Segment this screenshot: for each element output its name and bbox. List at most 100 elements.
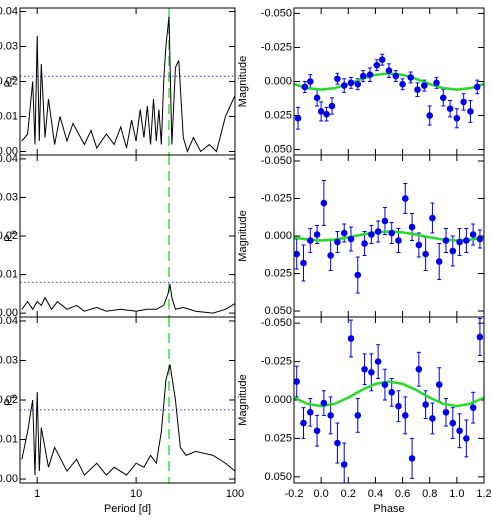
x-tick-label: 0.4: [368, 488, 383, 500]
data-point: [366, 71, 374, 78]
plot-area: [294, 53, 484, 130]
data-point: [323, 110, 330, 118]
y-tick-label: 0.050: [264, 143, 292, 155]
y-axis-label-text: P: [3, 80, 15, 87]
data-point: [313, 231, 321, 238]
data-point: [317, 108, 325, 115]
y-tick-label: 0.00: [0, 145, 18, 157]
y-tick-label: 0.01: [0, 433, 18, 445]
y-tick-label: 0.00: [0, 473, 18, 485]
x-tick-label: 0.6: [395, 488, 410, 500]
data-point: [334, 439, 341, 447]
y-tick-label: -0.050: [261, 7, 292, 19]
panel-frame: [19, 154, 236, 318]
data-point: [320, 399, 328, 407]
data-point: [340, 461, 348, 468]
y-tick-label: 0.025: [264, 109, 292, 121]
y-axis-label-text: Magnitude: [237, 210, 249, 261]
data-point: [456, 238, 463, 246]
data-point: [426, 112, 434, 119]
data-point: [395, 237, 402, 244]
data-point: [334, 238, 341, 246]
y-tick-label: 0.00: [0, 307, 18, 319]
data-point: [381, 217, 389, 225]
data-point: [313, 427, 321, 435]
x-tick-label: 0.0: [313, 488, 328, 500]
data-point: [422, 401, 429, 408]
panel-frame: [19, 7, 236, 156]
plot-area: [294, 318, 484, 483]
data-point: [476, 235, 484, 243]
data-point: [442, 408, 450, 416]
data-point: [433, 79, 440, 87]
data-point: [328, 102, 336, 110]
panel-frame: [293, 154, 485, 318]
panel-frame: [293, 316, 485, 484]
data-point: [300, 419, 307, 427]
data-point: [476, 333, 484, 341]
x-tick-label: 10: [130, 488, 142, 500]
y-axis-label: Magnitude: [237, 210, 249, 261]
y-tick-label: 0.01: [0, 110, 18, 122]
y-axis-label: Pn: [3, 230, 18, 242]
data-point: [456, 427, 463, 435]
x-tick-label: 1.2: [476, 488, 491, 500]
data-point: [327, 252, 334, 259]
y-tick-label: 0.03: [0, 354, 18, 366]
data-point: [294, 114, 302, 122]
y-axis-label-subscript: n: [9, 230, 18, 234]
y-axis-label-text: Magnitude: [237, 374, 249, 425]
data-point: [442, 237, 450, 244]
y-axis-label: Pn: [3, 394, 18, 406]
periodogram-curve: [21, 16, 235, 153]
x-tick-label: -0.2: [285, 488, 304, 500]
y-tick-label: 0.02: [0, 394, 18, 406]
y-tick-label: -0.050: [261, 317, 292, 329]
data-point: [408, 455, 416, 462]
y-tick-label: 0.050: [264, 305, 292, 317]
data-point: [368, 369, 375, 376]
data-point: [388, 389, 396, 396]
y-axis-label: Magnitude: [237, 56, 249, 107]
panel-frame: [293, 7, 485, 156]
plot-area: [20, 155, 235, 317]
data-point: [354, 80, 362, 88]
data-point: [347, 235, 355, 243]
data-point: [435, 258, 443, 265]
data-point: [395, 402, 402, 410]
y-tick-label: -0.025: [261, 192, 292, 204]
data-point: [320, 199, 328, 207]
data-point: [463, 237, 470, 244]
data-point: [300, 259, 307, 267]
data-point: [294, 250, 301, 258]
data-point: [420, 82, 428, 89]
x-tick-label: 1: [34, 488, 40, 500]
x-tick-label: 0.8: [422, 488, 437, 500]
data-point: [359, 72, 367, 80]
y-axis-label-text: P: [3, 399, 15, 406]
y-axis-label-text: P: [3, 235, 15, 242]
data-point: [460, 98, 467, 106]
data-point: [415, 241, 423, 249]
y-tick-label: 0.04: [0, 5, 18, 17]
y-tick-label: 0.000: [264, 230, 292, 242]
data-point: [469, 231, 477, 238]
y-tick-label: 0.02: [0, 230, 18, 242]
data-point: [347, 79, 355, 87]
data-point: [378, 56, 386, 64]
data-point: [422, 250, 429, 258]
periodogram-curve: [21, 364, 235, 476]
y-tick-label: 0.050: [264, 471, 292, 483]
y-tick-label: 0.025: [264, 267, 292, 279]
periodogram-curve: [21, 284, 235, 314]
y-tick-label: -0.025: [261, 41, 292, 53]
data-point: [306, 78, 314, 85]
data-point: [453, 114, 461, 122]
y-tick-label: -0.025: [261, 355, 292, 367]
data-point: [347, 335, 355, 342]
y-tick-label: 0.000: [264, 75, 292, 87]
data-point: [415, 365, 423, 373]
data-point: [429, 214, 436, 222]
y-axis-label: Magnitude: [237, 374, 249, 425]
